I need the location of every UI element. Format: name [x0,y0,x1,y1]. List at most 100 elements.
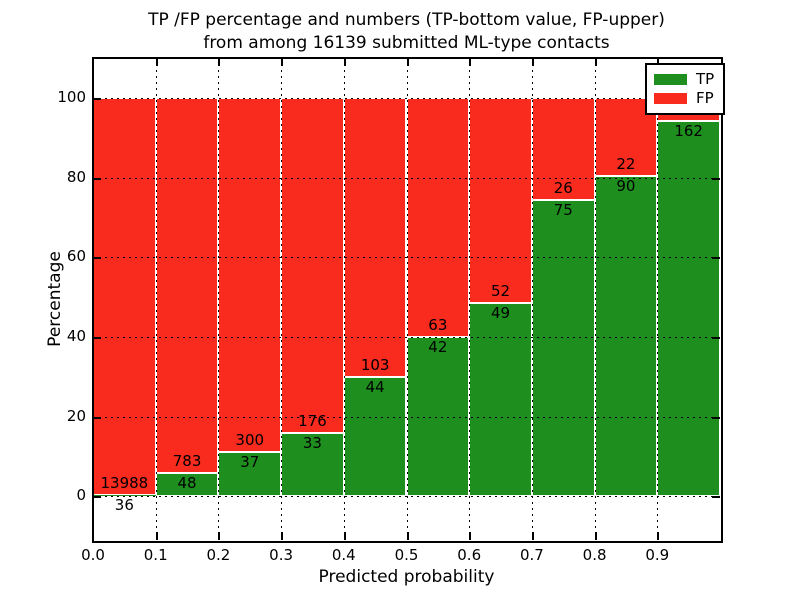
x-tick-mark-top [155,58,158,66]
annotation-fp-count: 13988 [100,474,149,493]
x-axis-label: Predicted probability [318,567,495,587]
chart-title-line1: TP /FP percentage and numbers (TP-bottom… [148,10,665,30]
gridline-horizontal [93,177,720,179]
annotation-tp-count: 49 [491,303,511,322]
x-tick-label: 0.8 [582,546,607,564]
plot-area: 13988 36 783 48 300 37 176 33 103 44 63 42 52 49 26 75 2… [93,58,720,540]
gridline-horizontal [93,416,720,418]
y-tick-label: 60 [66,247,86,266]
y-tick-mark-right [712,336,720,339]
x-tick-mark-top [594,58,597,66]
gridline-vertical [469,58,471,540]
x-tick-mark-bottom [155,532,158,540]
bar-tp [531,200,595,497]
y-tick-label: 100 [57,87,86,106]
y-tick-label: 0 [76,486,86,505]
x-tick-label: 0.2 [206,546,231,564]
gridline-vertical [406,58,408,540]
x-tick-mark-bottom [281,532,284,540]
x-tick-label: 0.6 [457,546,482,564]
x-tick-mark-top [469,58,472,66]
x-tick-mark-top [281,58,284,66]
legend: TP FP [645,63,726,115]
y-tick-mark-left [93,416,101,419]
annotation-tp-count: 36 [114,496,134,515]
x-tick-label: 0.1 [143,546,168,564]
legend-row-fp: FP [654,89,714,108]
annotation-fp-count: 22 [616,155,636,174]
annotation-fp-count: 783 [172,452,202,471]
x-tick-label: 0.9 [645,546,670,564]
y-tick-mark-right [712,416,720,419]
y-tick-mark-left [93,97,101,100]
annotation-tp-count: 33 [302,434,322,453]
bar-fp [469,97,532,303]
y-tick-mark-right [712,177,720,180]
bar-fp [218,97,282,453]
x-tick-mark-top [657,58,660,66]
legend-label-tp: TP [696,70,715,88]
bar-fp [281,97,344,434]
annotation-tp-count: 37 [240,453,260,472]
annotation-tp-count: 44 [365,377,385,396]
fp-swatch-icon [654,93,687,104]
y-tick-mark-right [712,257,720,260]
x-tick-label: 0.0 [81,546,105,564]
bar-fp [93,97,156,496]
gridline-vertical [218,58,220,540]
y-tick-mark-left [93,177,101,180]
y-tick-mark-left [93,336,101,339]
bar-tp [218,452,282,497]
x-tick-mark-bottom [531,532,534,540]
x-tick-mark-bottom [218,532,221,540]
annotation-fp-count: 63 [428,315,448,334]
x-tick-mark-top [218,58,221,66]
annotation-tp-count: 162 [674,121,703,140]
annotation-tp-count: 42 [428,337,448,356]
x-tick-mark-bottom [594,532,597,540]
x-tick-label: 0.5 [394,546,419,564]
annotation-tp-count: 48 [177,474,197,493]
gridline-vertical [343,58,345,540]
y-tick-mark-left [93,496,101,499]
annotation-fp-count: 103 [360,355,390,374]
x-tick-label: 0.4 [331,546,356,564]
tp-swatch-icon [654,74,687,85]
bar-tp [281,433,344,497]
bar-tp [469,302,532,497]
gridline-vertical [531,58,533,540]
bar-fp [406,97,470,337]
x-tick-label: 0.7 [519,546,544,564]
annotation-fp-count: 176 [298,412,327,431]
annotation-tp-count: 90 [616,177,636,196]
x-tick-mark-bottom [343,532,346,540]
bar-tp [657,120,720,497]
y-tick-label: 40 [66,326,86,345]
annotation-tp-count: 75 [553,201,573,220]
gridline-vertical [281,58,283,540]
bar-fp [155,97,219,474]
x-tick-mark-top [343,58,346,66]
gridline-vertical [594,58,596,540]
gridline-vertical [657,58,659,540]
x-tick-mark-top [406,58,409,66]
bar-fp [343,97,407,377]
gridline-horizontal [93,336,720,338]
annotation-fp-count: 300 [235,431,265,450]
gridline-horizontal [93,257,720,259]
legend-label-fp: FP [696,89,714,107]
x-tick-mark-bottom [469,532,472,540]
y-tick-mark-left [93,257,101,260]
annotation-fp-count: 52 [491,281,511,300]
bar-tp [93,495,156,497]
y-tick-label: 20 [66,406,86,425]
gridline-vertical [155,58,157,540]
gridline-horizontal [93,97,720,99]
y-tick-label: 80 [66,167,86,186]
x-tick-mark-bottom [657,532,660,540]
x-tick-mark-top [531,58,534,66]
annotation-fp-count: 26 [553,179,573,198]
bar-fp [531,97,595,201]
gridline-horizontal [93,496,720,498]
